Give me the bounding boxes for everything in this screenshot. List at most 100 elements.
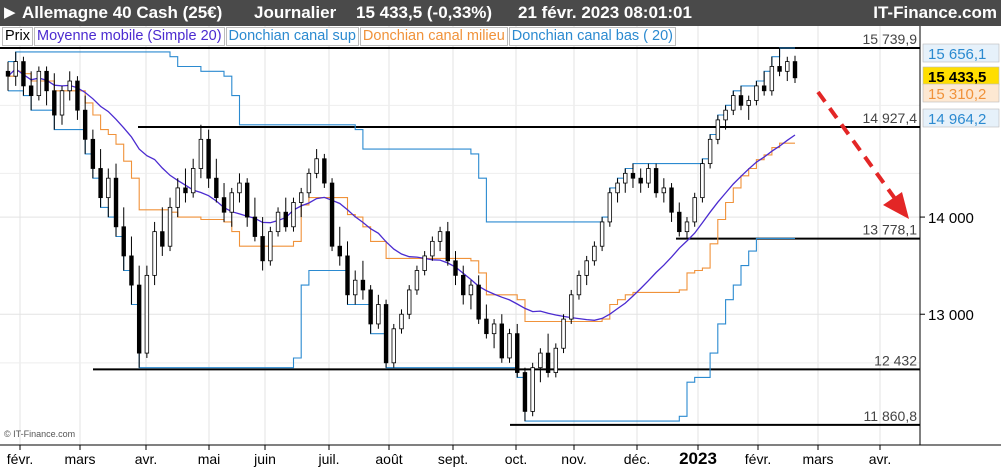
candle-body bbox=[700, 163, 705, 199]
x-tick-label: avr. bbox=[135, 451, 158, 467]
level-label: 15 739,9 bbox=[863, 31, 918, 47]
x-tick-label: sept. bbox=[438, 451, 468, 467]
level-label: 12 432 bbox=[874, 352, 917, 368]
right-value-label: 15 433,5 bbox=[928, 69, 986, 86]
candle-body bbox=[345, 255, 350, 296]
candle-body bbox=[692, 197, 697, 223]
candle-body bbox=[368, 289, 373, 325]
candle-body bbox=[21, 61, 26, 87]
candle-body bbox=[661, 187, 667, 194]
legend-item-donchian-mid[interactable]: Donchian canal milieu bbox=[359, 27, 508, 46]
candle-body bbox=[67, 80, 72, 92]
forecast-arrow-line bbox=[816, 90, 898, 202]
candle-body bbox=[707, 138, 713, 165]
candle-body bbox=[113, 177, 119, 228]
candle-body bbox=[484, 318, 489, 335]
x-tick-label: mars bbox=[802, 451, 833, 467]
candle-body bbox=[607, 192, 613, 223]
candle-body bbox=[329, 182, 335, 247]
candle-body bbox=[275, 211, 281, 233]
candle-body bbox=[414, 270, 420, 291]
x-tick-label: 2023 bbox=[679, 449, 717, 468]
candle-body bbox=[599, 221, 605, 247]
right-value-label: 15 656,1 bbox=[928, 46, 986, 63]
forecast-arrow-head bbox=[883, 192, 909, 219]
candle-body bbox=[769, 66, 775, 92]
candle-body bbox=[36, 70, 42, 97]
candle-body bbox=[75, 80, 80, 111]
candle-body bbox=[754, 85, 759, 101]
candle-body bbox=[499, 323, 505, 359]
candle-body bbox=[569, 294, 574, 320]
candle-body bbox=[507, 333, 512, 359]
candle-body bbox=[136, 284, 142, 354]
candle-body bbox=[723, 109, 728, 121]
candle-body bbox=[677, 211, 682, 233]
quote-label: 15 433,5 (-0,33%) bbox=[356, 3, 493, 22]
candle-body bbox=[422, 255, 427, 271]
candle-body bbox=[553, 347, 559, 373]
watermark: © IT-Finance.com bbox=[4, 429, 75, 439]
candle-body bbox=[160, 231, 165, 247]
donchian-middle-line bbox=[8, 70, 795, 323]
candle-body bbox=[229, 192, 234, 213]
candle-body bbox=[738, 95, 744, 106]
candle-body bbox=[615, 182, 620, 194]
horizontal-levels bbox=[0, 47, 920, 426]
candle-body bbox=[545, 352, 551, 373]
brand-label: IT-Finance.com bbox=[873, 3, 997, 22]
candle-body bbox=[283, 211, 288, 228]
candle-body bbox=[5, 70, 11, 77]
candle-body bbox=[198, 138, 204, 169]
candle-body bbox=[592, 245, 597, 262]
x-tick-label: juin bbox=[253, 451, 276, 467]
candle-body bbox=[638, 177, 643, 184]
y-tick-label: 13 000 bbox=[928, 307, 974, 324]
candle-body bbox=[530, 367, 535, 412]
right-value-labels: 15 656,1 15 433,515 310,2 14 964,2 bbox=[922, 43, 1000, 128]
level-label: 14 927,4 bbox=[863, 110, 918, 126]
candle-body bbox=[237, 182, 242, 194]
candle-body bbox=[298, 192, 304, 203]
candle-body bbox=[167, 206, 173, 247]
candle-body bbox=[360, 279, 366, 291]
candle-body bbox=[129, 255, 134, 286]
x-tick-label: nov. bbox=[561, 451, 586, 467]
legend-item-price[interactable]: Prix bbox=[2, 27, 33, 46]
forecast-arrow bbox=[816, 90, 909, 219]
level-label: 13 778,1 bbox=[863, 222, 918, 238]
candle-body bbox=[260, 236, 265, 262]
candle-body bbox=[121, 226, 126, 257]
candle-body bbox=[190, 168, 196, 194]
legend-item-donchian-low[interactable]: Donchian canal bas ( 20) bbox=[508, 27, 676, 46]
candle-body bbox=[376, 304, 381, 325]
candle-body bbox=[175, 187, 180, 208]
candle-body bbox=[476, 284, 481, 320]
candle-body bbox=[461, 274, 466, 296]
right-value-label: 15 310,2 bbox=[928, 86, 986, 103]
legend-item-donchian-sup[interactable]: Donchian canal sup bbox=[225, 27, 359, 46]
x-tick-label: déc. bbox=[624, 451, 650, 467]
candle-body bbox=[82, 109, 88, 140]
candle-body bbox=[322, 158, 327, 184]
time-axis: févr. mars avr. mai juin juil. août sept. oct. no… bbox=[7, 445, 891, 468]
x-tick-label: févr. bbox=[7, 451, 33, 467]
right-value-box bbox=[922, 108, 1000, 128]
legend-item-sma[interactable]: Moyenne mobile (Simple 20) bbox=[33, 27, 225, 46]
candles bbox=[5, 48, 798, 422]
candle-body bbox=[761, 85, 767, 92]
candle-body bbox=[715, 119, 721, 140]
grid bbox=[0, 26, 920, 445]
x-tick-label: mai bbox=[198, 451, 221, 467]
datetime-label: 21 févr. 2023 08:01:01 bbox=[518, 3, 692, 22]
x-tick-label: juil. bbox=[317, 451, 339, 467]
candle-body bbox=[491, 323, 497, 335]
period-label: Journalier bbox=[254, 3, 337, 22]
candle-body bbox=[306, 172, 312, 194]
chart-menu-icon[interactable]: ▶ bbox=[4, 4, 16, 21]
title-bar: ▶ Allemagne 40 Cash (25€) Journalier 15 … bbox=[0, 0, 1001, 26]
candle-body bbox=[630, 172, 636, 179]
sma-line bbox=[7, 68, 796, 321]
legend: Prix Moyenne mobile (Simple 20) Donchian… bbox=[2, 27, 677, 46]
